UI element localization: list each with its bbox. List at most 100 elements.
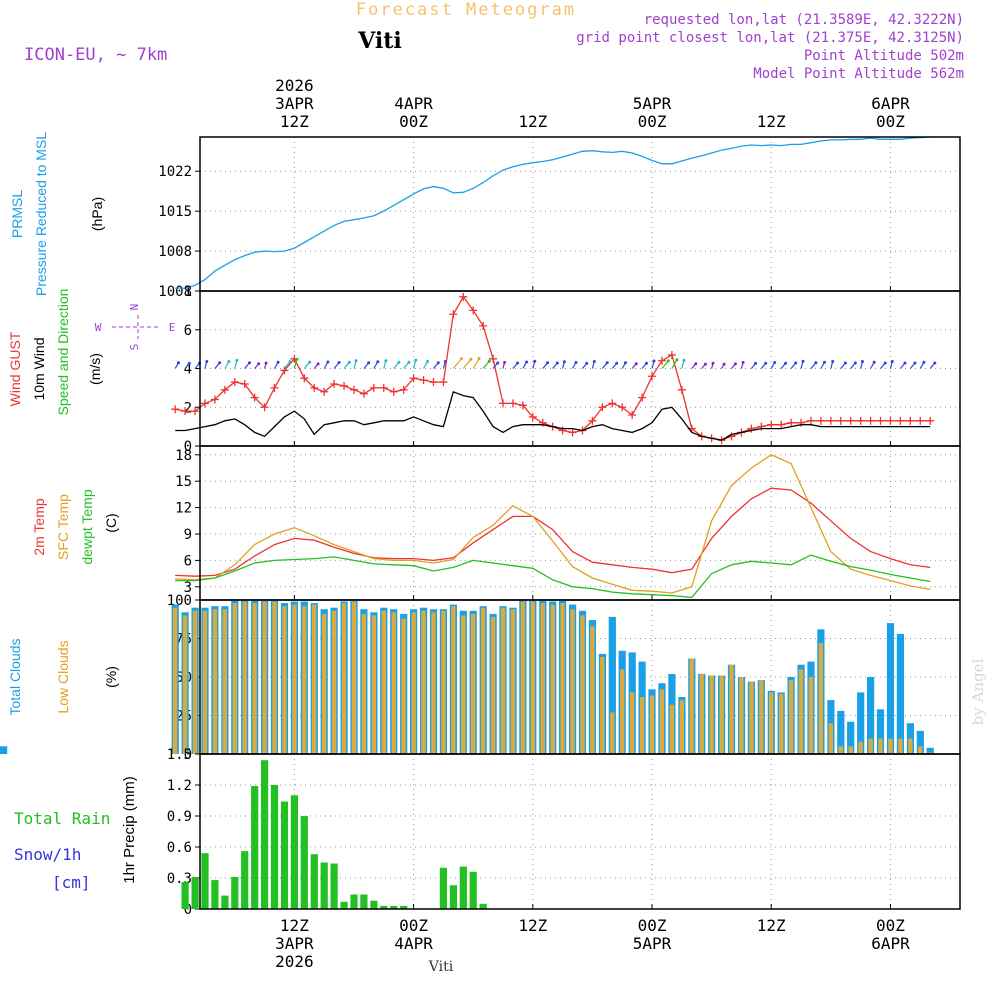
- y-tick-label: 8: [184, 284, 192, 300]
- series-sfc-temp: [175, 454, 931, 594]
- bar-low-clouds: [322, 613, 327, 754]
- bar-low-clouds: [570, 609, 575, 754]
- wind-arrow-head: [288, 360, 292, 364]
- y-axis-label: (hPa): [89, 197, 105, 231]
- bar-low-clouds: [788, 680, 794, 754]
- bar-low-clouds: [600, 657, 605, 754]
- gust-marker: [200, 399, 209, 408]
- gust-marker: [826, 416, 835, 425]
- bar-total-rain: [251, 786, 259, 909]
- wind-arrow-head: [634, 362, 638, 366]
- bar-low-clouds: [878, 738, 883, 754]
- gust-marker: [528, 412, 537, 421]
- wind-arrow-head: [933, 361, 937, 365]
- bar-low-clouds: [659, 689, 665, 754]
- gust-marker: [618, 403, 627, 412]
- gust-marker: [846, 416, 855, 425]
- wind-arrow-head: [652, 359, 656, 363]
- bar-low-clouds: [779, 693, 784, 754]
- bar-total-rain: [290, 795, 298, 909]
- time-axis-bottom-label: 4APR: [394, 934, 433, 953]
- bar-total-rain: [400, 905, 408, 909]
- y-axis-label: (m/s): [87, 353, 103, 385]
- y-axis-label: Wind GUST: [7, 331, 23, 406]
- wind-arrow-head: [754, 361, 758, 365]
- bar-total-rain: [360, 894, 368, 909]
- bar-low-clouds: [302, 606, 307, 754]
- series-10m-wind: [175, 390, 931, 441]
- y-tick-label: 1015: [158, 204, 192, 220]
- series-dewpt-temp: [175, 554, 931, 599]
- wind-arrow-head: [592, 360, 596, 363]
- bar-total-clouds: [886, 623, 895, 754]
- time-axis-bottom-label: 12Z: [518, 916, 547, 935]
- wind-direction-arrow: [472, 358, 480, 369]
- gust-marker: [906, 416, 915, 425]
- gust-marker: [916, 416, 925, 425]
- wind-arrow-head: [605, 361, 609, 365]
- bar-low-clouds: [381, 610, 386, 754]
- y-tick-label: 3: [184, 580, 192, 596]
- y-tick-label: 1.2: [167, 778, 192, 794]
- gust-marker: [499, 399, 508, 408]
- gust-marker: [409, 374, 418, 383]
- wind-arrow-head: [367, 361, 371, 365]
- bar-total-rain: [201, 853, 209, 909]
- bar-low-clouds: [629, 692, 635, 754]
- bar-low-clouds: [520, 601, 526, 754]
- gust-marker: [886, 416, 895, 425]
- gust-marker: [747, 424, 756, 433]
- wind-arrow-head: [218, 361, 222, 365]
- y-axis-label: PRMSL: [9, 190, 25, 238]
- series-prmsl: [175, 136, 931, 289]
- bar-total-clouds: [876, 709, 885, 754]
- bar-low-clouds: [719, 675, 724, 754]
- wind-arrow-head: [913, 361, 917, 365]
- wind-arrow-head: [741, 360, 745, 364]
- gust-marker: [518, 401, 527, 410]
- wind-arrow-head: [722, 362, 726, 366]
- gust-marker: [767, 420, 776, 429]
- wind-arrow-head: [516, 361, 520, 365]
- bar-low-clouds: [769, 692, 774, 754]
- bar-total-rain: [370, 900, 378, 909]
- gust-marker: [608, 399, 617, 408]
- bar-low-clouds: [172, 607, 178, 754]
- time-axis-top-label: 4APR: [394, 94, 433, 113]
- bar-total-rain: [330, 863, 338, 909]
- time-axis-top-label: 2026: [275, 76, 314, 95]
- bar-total-clouds: [867, 677, 875, 754]
- gust-marker: [806, 416, 815, 425]
- compass-label-e: E: [169, 321, 176, 334]
- wind-arrow-head: [177, 361, 180, 365]
- gust-marker: [220, 385, 229, 394]
- bar-low-clouds: [312, 604, 317, 754]
- bar-low-clouds: [649, 695, 655, 754]
- wind-arrow-head: [853, 361, 857, 365]
- bar-low-clouds: [401, 618, 406, 754]
- wind-arrow-head: [426, 360, 430, 363]
- bar-low-clouds: [888, 738, 893, 754]
- wind-arrow-head: [459, 357, 463, 361]
- wind-arrow-head: [675, 358, 679, 362]
- bar-total-clouds: [847, 721, 855, 754]
- bar-low-clouds: [461, 615, 466, 754]
- gust-marker: [349, 385, 358, 394]
- y-tick-label: 4: [184, 362, 192, 378]
- bar-low-clouds: [212, 609, 218, 754]
- gust-marker: [787, 418, 796, 427]
- y-axis-label: (C): [103, 513, 119, 532]
- bar-low-clouds: [490, 616, 496, 754]
- bar-low-clouds: [808, 677, 814, 754]
- time-axis-top-label: 00Z: [876, 112, 905, 131]
- time-axis-top-label: 5APR: [633, 94, 672, 113]
- bar-low-clouds: [202, 610, 208, 754]
- gust-marker: [588, 416, 597, 425]
- bar-total-rain: [380, 905, 388, 909]
- y-tick-label: 18: [175, 448, 192, 464]
- gust-marker: [866, 416, 875, 425]
- gust-marker: [439, 378, 448, 387]
- bar-low-clouds: [620, 669, 625, 754]
